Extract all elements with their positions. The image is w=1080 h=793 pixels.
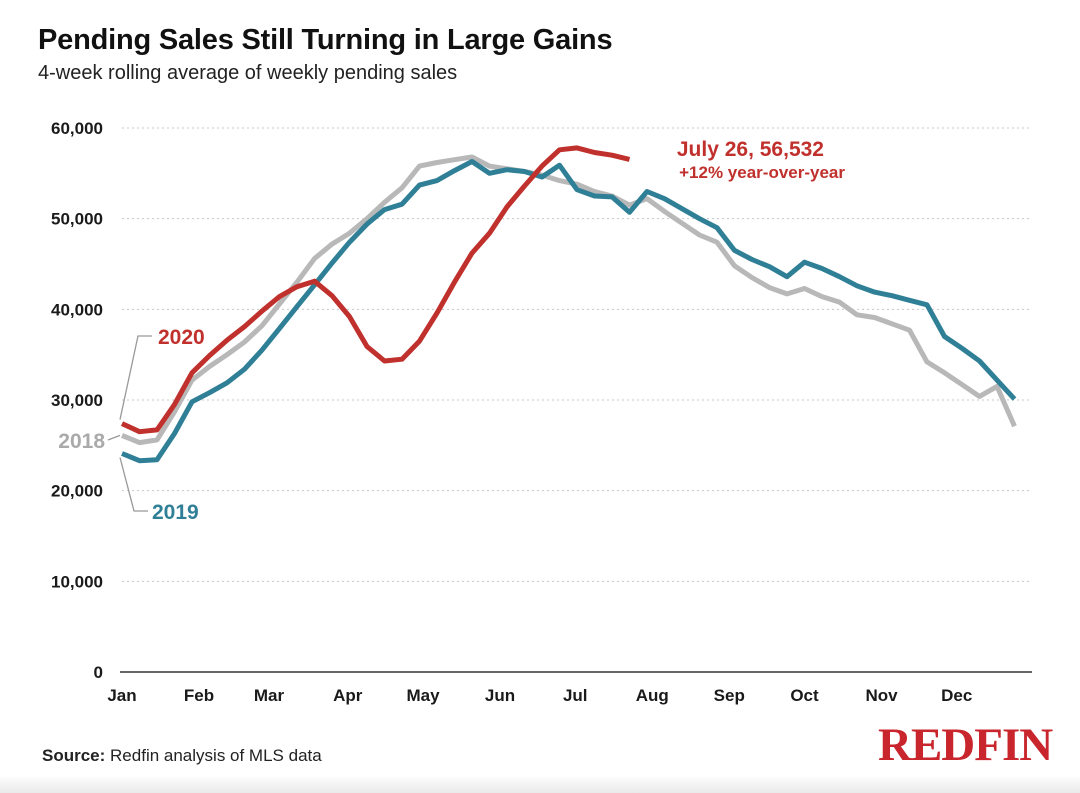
- leader-line-2018: [107, 434, 121, 441]
- leader-line-2020: [119, 335, 152, 420]
- x-tick-label: Oct: [790, 686, 819, 705]
- chart-title: Pending Sales Still Turning in Large Gai…: [38, 24, 613, 56]
- series-line-2020: [120, 145, 631, 435]
- y-tick-label: 40,000: [51, 300, 103, 319]
- series-label-2019: 2019: [152, 501, 199, 524]
- x-tick-label: Jan: [107, 686, 136, 705]
- series-line-2018: [121, 154, 1017, 446]
- x-axis-ticks: Jan Feb Mar Apr May Jun Jul Aug Sep Oct Nov Dec: [107, 686, 972, 705]
- y-tick-label: 30,000: [51, 391, 103, 410]
- x-tick-label: May: [406, 686, 440, 705]
- y-axis-ticks: 0 10,000 20,000 30,000 40,000 50,000 60,000: [51, 119, 103, 682]
- x-tick-label: Feb: [184, 686, 214, 705]
- gridlines: [120, 127, 1032, 673]
- leader-line-2019: [119, 457, 148, 512]
- x-tick-label: Apr: [333, 686, 363, 705]
- series-label-2020: 2020: [158, 326, 205, 349]
- x-tick-label: Nov: [865, 686, 898, 705]
- chart-subtitle: 4-week rolling average of weekly pending…: [38, 62, 458, 84]
- x-tick-label: Jun: [485, 686, 515, 705]
- series-label-2018: 2018: [58, 430, 105, 453]
- bottom-shadow: [0, 775, 1080, 793]
- annotation-date-value: July 26, 56,532: [677, 138, 824, 161]
- x-tick-label: Aug: [636, 686, 669, 705]
- source-text: Redfin analysis of MLS data: [110, 746, 322, 765]
- y-tick-label: 50,000: [51, 210, 103, 229]
- x-tick-label: Dec: [941, 686, 972, 705]
- source-label: Source:: [42, 746, 106, 765]
- x-tick-label: Jul: [563, 686, 588, 705]
- x-tick-label: Mar: [254, 686, 285, 705]
- series-labels: 2020 2018 2019 July 26, 56,532 +12% year-ove…: [58, 138, 845, 524]
- x-tick-label: Sep: [714, 686, 745, 705]
- y-tick-label: 10,000: [51, 572, 103, 591]
- y-tick-label: 60,000: [51, 119, 103, 138]
- y-tick-label: 0: [94, 663, 103, 682]
- redfin-logo: REDFIN: [878, 719, 1053, 771]
- series-line-2019: [121, 159, 1017, 464]
- source-note: Source: Redfin analysis of MLS data: [42, 746, 322, 766]
- series-lines: [120, 145, 1017, 464]
- annotation-yoy: +12% year-over-year: [679, 163, 845, 182]
- y-tick-label: 20,000: [51, 482, 103, 501]
